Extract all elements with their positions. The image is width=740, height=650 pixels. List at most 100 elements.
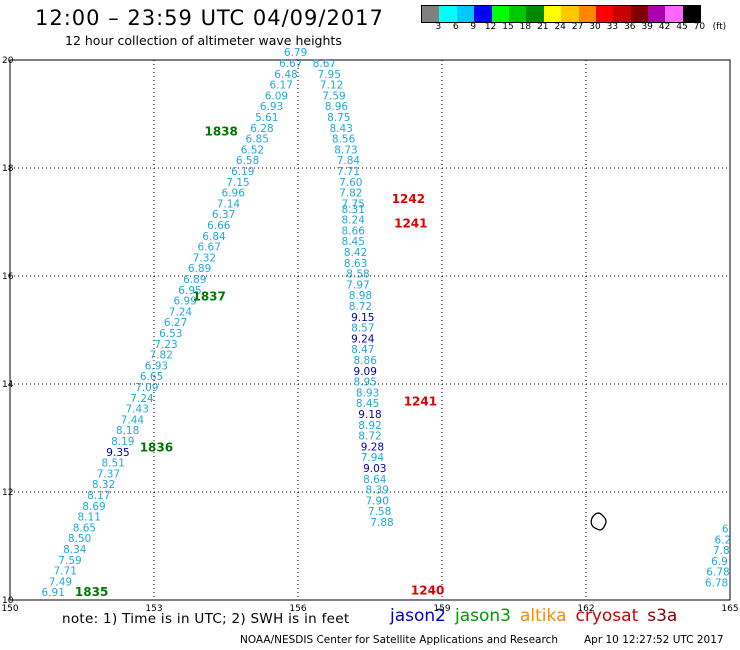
y-tick-label: 12: [2, 488, 13, 498]
wave-height-value: 7.95: [318, 69, 341, 81]
legend-swatch: [630, 6, 649, 22]
wave-height-value: 8.96: [325, 101, 349, 113]
pass-time-label: 1838: [204, 125, 237, 139]
wave-height-value: 7.88: [370, 517, 393, 529]
y-tick-label: 10: [2, 596, 14, 606]
wave-height-value: 7.24: [169, 306, 193, 318]
wave-height-value: 6.89: [188, 263, 211, 275]
wave-height-value: 6.9: [711, 556, 728, 568]
legend-label: 9: [470, 22, 477, 32]
legend-label: 24: [554, 22, 566, 32]
wave-height-value: 8.32: [92, 479, 115, 491]
legend-label: 70: [693, 22, 706, 32]
wave-height-value: 6.17: [270, 80, 293, 92]
credit-text: NOAA/NESDIS Center for Satellite Applica…: [240, 634, 558, 646]
legend-label: 30: [589, 22, 601, 32]
wave-height-value: 8.67: [313, 58, 336, 70]
wave-height-value: 8.45: [342, 236, 365, 248]
wave-height-value: 7.94: [361, 452, 385, 464]
legend-label: 15: [502, 22, 514, 32]
legend-unit: (ft): [712, 22, 727, 32]
legend-swatch: [491, 6, 509, 22]
wave-height-value: 7.82: [339, 188, 362, 200]
wave-height-value: 7.09: [135, 382, 158, 394]
timestamp: Apr 10 12:27:52 UTC 2017: [584, 634, 724, 646]
wave-height-value: 8.31: [342, 204, 365, 216]
legend-swatch: [682, 6, 701, 22]
wave-height-value: 7.12: [320, 80, 343, 92]
wave-height-value: 9.15: [351, 312, 374, 324]
wave-height-value: 8.45: [356, 398, 379, 410]
wave-height-value: 6.78: [706, 567, 729, 579]
color-legend: [421, 5, 702, 23]
wave-height-value: 7.44: [121, 414, 145, 426]
pass-time-label: 1241: [394, 216, 427, 230]
wave-height-value: 6.52: [241, 144, 264, 156]
legend-label: 27: [571, 22, 584, 32]
wave-height-value: 6.95: [178, 285, 201, 297]
wave-height-value: 6.19: [231, 166, 254, 178]
wave-height-value: 7.82: [150, 350, 173, 362]
wave-height-value: 8.57: [351, 323, 374, 335]
wave-height-value: 6.93: [145, 360, 168, 372]
wave-height-value: 7.58: [368, 506, 391, 518]
wave-height-value: 6.79: [284, 47, 307, 59]
wave-height-value: 7.32: [193, 252, 216, 264]
satellite-s3a: s3a: [647, 606, 678, 626]
pass-time-label: 1836: [140, 441, 173, 455]
note-text: note: 1) Time is in UTC; 2) SWH is in fe…: [62, 611, 350, 627]
satellite-legend: jason2 jason3 altika cryosat s3a: [390, 606, 686, 626]
legend-swatch: [474, 6, 492, 22]
wave-height-value: 7.90: [366, 495, 389, 507]
wave-height-value: 6.2: [714, 534, 731, 546]
wave-height-value: 6.85: [246, 134, 269, 146]
legend-label: 39: [641, 22, 653, 32]
legend-label: 3: [435, 22, 442, 32]
satellite-jason2: jason2: [390, 606, 446, 626]
x-tick-label: 162: [577, 604, 594, 614]
wave-height-value: 6.89: [183, 274, 206, 286]
wave-height-value: 8.47: [351, 344, 374, 356]
legend-label: 36: [624, 22, 636, 32]
credit-line: NOAA/NESDIS Center for Satellite Applica…: [240, 634, 724, 646]
wave-height-value: 6: [722, 524, 729, 536]
legend-label: 45: [676, 22, 688, 32]
y-tick-label: 16: [2, 272, 14, 282]
satellite-cryosat: cryosat: [575, 606, 639, 626]
wave-height-value: 7.49: [49, 576, 72, 588]
map-title: 12:00 – 23:59 UTC 04/09/2017: [35, 6, 384, 30]
wave-height-value: 8.34: [63, 544, 87, 556]
wave-height-value: 6.78: [705, 578, 728, 590]
wave-height-value: 7.15: [226, 177, 249, 189]
x-tick-label: 156: [289, 604, 306, 614]
wave-height-value: 8.86: [354, 355, 378, 367]
wave-height-value: 9.28: [361, 441, 384, 453]
legend-label: 18: [519, 22, 532, 32]
wave-height-value: 8.43: [330, 123, 353, 135]
wave-height-value: 7.43: [126, 404, 149, 416]
pass-time-label: 1242: [392, 192, 425, 206]
wave-height-value: 7.24: [130, 393, 154, 405]
y-tick-label: 14: [2, 380, 14, 390]
pass-time-label: 1240: [411, 584, 444, 598]
wave-height-value: 7.71: [54, 566, 77, 578]
wave-height-value: 8.11: [78, 512, 101, 524]
wave-height-value: 9.24: [351, 333, 375, 345]
pass-time-label: 1241: [404, 395, 437, 409]
wave-height-value: 6.84: [202, 231, 226, 243]
wave-height-value: 8.73: [334, 144, 357, 156]
legend-swatch: [543, 6, 562, 22]
wave-height-value: 6.91: [42, 587, 65, 599]
y-tick-label: 20: [2, 56, 14, 66]
wave-height-value: 7.14: [217, 198, 241, 210]
wave-height-value: 8.63: [344, 258, 367, 270]
legend-swatch: [439, 6, 457, 22]
wave-height-value: 6.09: [265, 90, 288, 102]
x-tick-label: 150: [1, 604, 18, 614]
wave-height-value: 8.69: [82, 501, 105, 513]
legend-swatch: [648, 6, 666, 22]
wave-height-value: 7.60: [339, 177, 362, 189]
map-subtitle: 12 hour collection of altimeter wave hei…: [65, 33, 342, 48]
wave-height-value: 8.17: [87, 490, 110, 502]
x-tick-label: 159: [433, 604, 450, 614]
